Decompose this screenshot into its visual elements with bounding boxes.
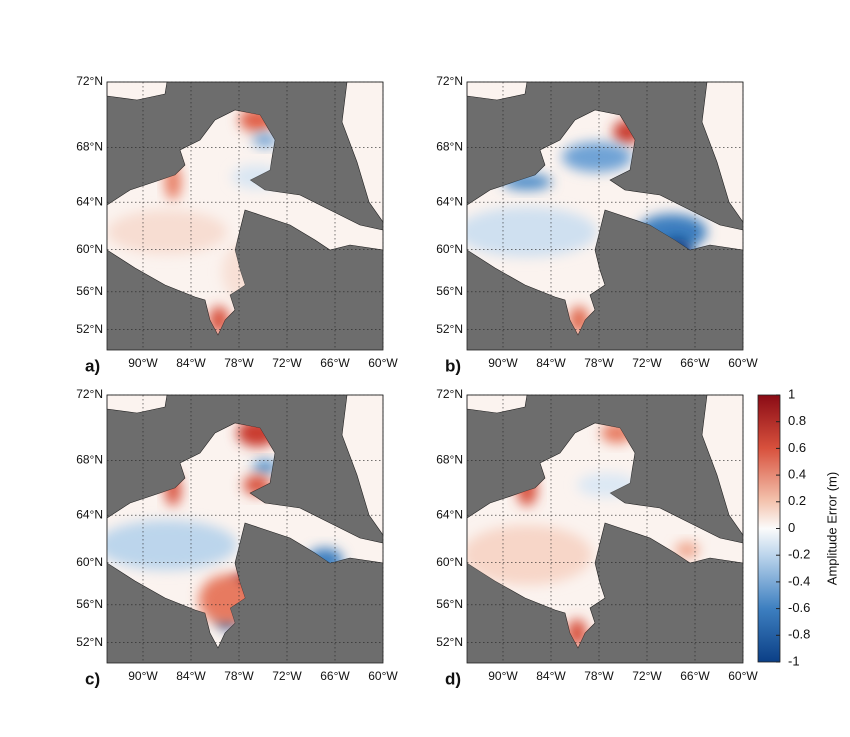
colorbar-tick-label: -0.6 — [788, 600, 810, 615]
lat-tick-label: 72°N — [76, 387, 103, 401]
lon-tick-label: 66°W — [320, 356, 350, 370]
lon-tick-label: 90°W — [128, 356, 158, 370]
panel-label: a) — [85, 356, 100, 375]
lon-tick-label: 78°W — [224, 669, 254, 683]
map-panel: 72°N 68°N 64°N 60°N 56°N 52°N 90°W 84°W 78°W 72°W… — [76, 74, 398, 375]
lat-tick-label: 72°N — [436, 74, 463, 88]
lat-tick-label: 68°N — [436, 139, 463, 153]
lat-tick-label: 64°N — [76, 507, 103, 521]
map-panel: 72°N 68°N 64°N 60°N 56°N 52°N 90°W 84°W 78°W 72°W… — [436, 387, 758, 688]
lat-tick-label: 56°N — [76, 284, 103, 298]
lat-tick-label: 68°N — [76, 452, 103, 466]
map-frame — [466, 81, 744, 351]
lon-tick-label: 78°W — [584, 669, 614, 683]
lon-tick-label: 90°W — [488, 356, 518, 370]
error-patch — [675, 542, 699, 558]
lat-tick-label: 52°N — [436, 322, 463, 336]
map-panel: 72°N 68°N 64°N 60°N 56°N 52°N 90°W 84°W 78°W 72°W… — [436, 74, 758, 375]
colorbar-tick-label: 1 — [788, 386, 795, 401]
lon-tick-label: 72°W — [632, 669, 662, 683]
map-frame — [106, 81, 384, 351]
colorbar-tick-label: -1 — [788, 653, 800, 668]
lat-tick-label: 56°N — [76, 597, 103, 611]
lat-tick-label: 68°N — [76, 139, 103, 153]
lon-tick-label: 90°W — [488, 669, 518, 683]
lat-tick-label: 72°N — [436, 387, 463, 401]
colorbar-tick-label: -0.2 — [788, 547, 810, 562]
panel-label: c) — [85, 669, 100, 688]
map-panel: 72°N 68°N 64°N 60°N 56°N 52°N 90°W 84°W 78°W 72°W… — [76, 387, 398, 688]
error-patch — [107, 520, 237, 570]
panel-label: d) — [445, 669, 461, 688]
colorbar-tick-label: -0.4 — [788, 573, 810, 588]
lon-tick-label: 72°W — [272, 356, 302, 370]
lon-tick-label: 78°W — [584, 356, 614, 370]
error-patch — [467, 207, 597, 257]
lon-tick-label: 90°W — [128, 669, 158, 683]
colorbar-tick-label: 0.4 — [788, 467, 806, 482]
lat-tick-label: 68°N — [436, 452, 463, 466]
error-patch — [562, 142, 632, 172]
lat-tick-label: 60°N — [436, 555, 463, 569]
lon-tick-label: 60°W — [728, 669, 758, 683]
lon-tick-label: 66°W — [680, 356, 710, 370]
lat-tick-label: 64°N — [436, 194, 463, 208]
lon-tick-label: 84°W — [536, 669, 566, 683]
error-patch — [253, 133, 277, 147]
colorbar-tick-label: 0.6 — [788, 440, 806, 455]
lon-tick-label: 84°W — [536, 356, 566, 370]
lat-tick-label: 64°N — [76, 194, 103, 208]
lat-tick-label: 52°N — [76, 635, 103, 649]
lon-tick-label: 78°W — [224, 356, 254, 370]
panel-label: b) — [445, 356, 461, 375]
lon-tick-label: 72°W — [632, 356, 662, 370]
lat-tick-label: 72°N — [76, 74, 103, 88]
colorbar-label: Amplitude Error (m) — [824, 472, 839, 585]
map-frame — [466, 394, 744, 664]
lat-tick-label: 52°N — [76, 322, 103, 336]
colorbar-tick-label: -0.8 — [788, 627, 810, 642]
error-patch — [253, 460, 277, 474]
colorbar-tick-label: 0.2 — [788, 493, 806, 508]
lon-tick-label: 66°W — [680, 669, 710, 683]
lon-tick-label: 84°W — [176, 356, 206, 370]
lat-tick-label: 60°N — [436, 242, 463, 256]
colorbar-tick-label: 0.8 — [788, 413, 806, 428]
lat-tick-label: 60°N — [76, 242, 103, 256]
lat-tick-label: 52°N — [436, 635, 463, 649]
lon-tick-label: 60°W — [368, 356, 398, 370]
lat-tick-label: 64°N — [436, 507, 463, 521]
error-patch — [467, 525, 592, 585]
lon-tick-label: 66°W — [320, 669, 350, 683]
lat-tick-label: 56°N — [436, 597, 463, 611]
lon-tick-label: 72°W — [272, 669, 302, 683]
lat-tick-label: 60°N — [76, 555, 103, 569]
lon-tick-label: 60°W — [728, 356, 758, 370]
error-patch — [107, 210, 227, 254]
lon-tick-label: 84°W — [176, 669, 206, 683]
lat-tick-label: 56°N — [436, 284, 463, 298]
colorbar-tick-label: 0 — [788, 520, 795, 535]
lon-tick-label: 60°W — [368, 669, 398, 683]
map-frame — [106, 394, 384, 664]
